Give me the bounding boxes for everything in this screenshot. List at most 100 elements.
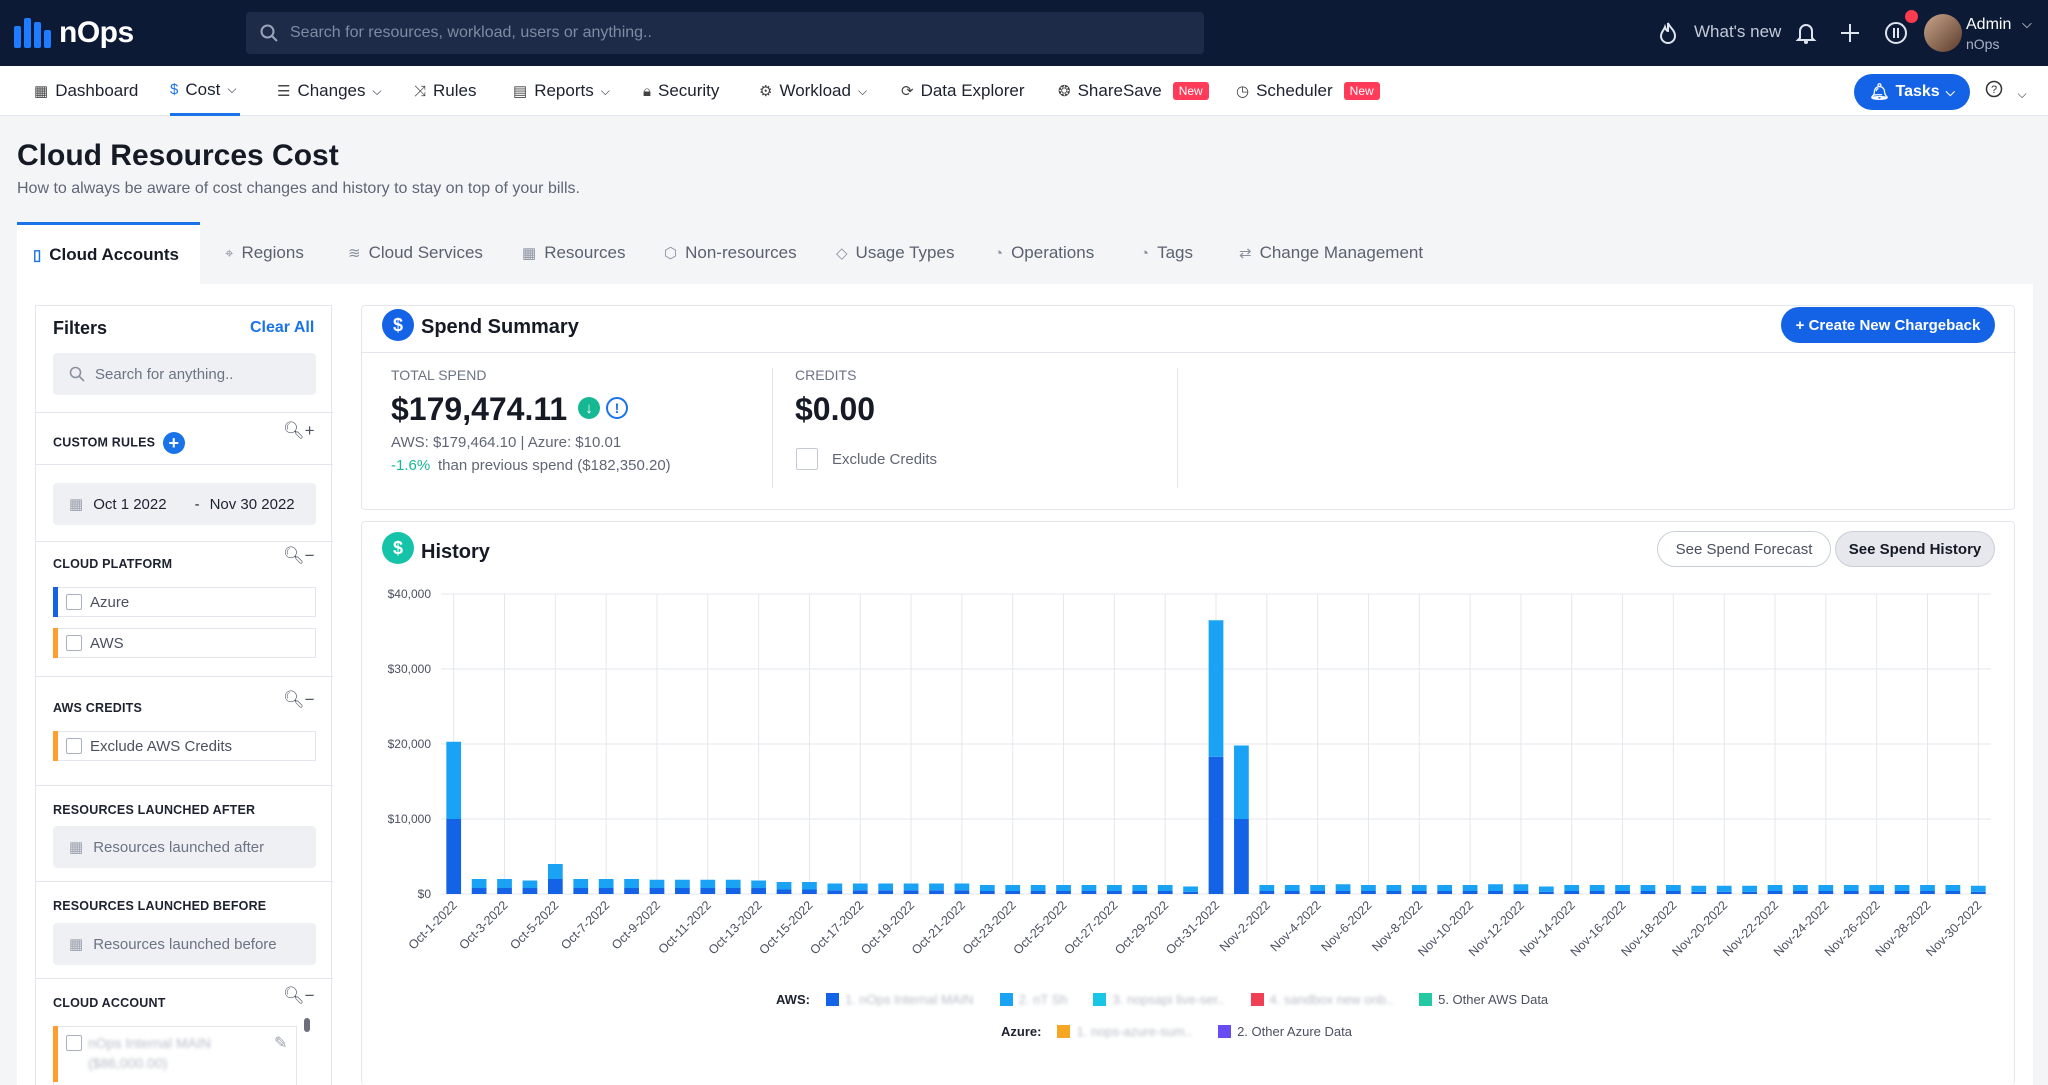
bar-segment-0 (725, 888, 741, 894)
tab-regions[interactable]: ⌖ Regions (209, 222, 320, 284)
nav-reports[interactable]: ▤ Reports ⌵ (513, 66, 610, 116)
history-title: History (421, 541, 490, 563)
bar-segment-0 (1081, 891, 1097, 894)
whats-new-link[interactable]: What's new (1694, 22, 1782, 41)
nav-label: Data Explorer (920, 81, 1025, 100)
exclude-credits-label: Exclude Credits (832, 451, 938, 468)
nav-workload[interactable]: ⚙ Workload ⌵ (759, 66, 867, 116)
platform-azure-checkbox[interactable]: Azure (53, 587, 316, 617)
tab-cloud-accounts[interactable]: ▯ Cloud Accounts (17, 222, 200, 284)
flame-icon[interactable] (1652, 17, 1684, 49)
checkbox[interactable] (66, 1035, 82, 1051)
bar-segment-0 (1437, 891, 1453, 894)
zoom-out-icon[interactable]: 🔍︎− (283, 546, 315, 565)
bar-segment-0 (573, 888, 589, 894)
tab-label: Usage Types (855, 243, 955, 262)
tab-cloud-services[interactable]: ≋ Cloud Services (332, 222, 499, 284)
plus-icon[interactable] (1834, 17, 1866, 49)
tasks-button[interactable]: 🔔︎ Tasks ⌵ (1854, 74, 1970, 110)
nav-label: Cost (185, 79, 221, 99)
bar-segment-1 (1793, 885, 1808, 891)
legend-item[interactable]: 2. nT Sh (999, 992, 1067, 1007)
avatar[interactable] (1924, 14, 1962, 52)
aws-legend-items: 1. nOps Internal MAIN 2. nT Sh 3. nopsapi … (825, 992, 1574, 1007)
legend-item[interactable]: 4. sandbox new onb.. (1250, 992, 1393, 1007)
date-range-picker[interactable]: ▦ Oct 1 2022 - Nov 30 2022 (53, 483, 316, 525)
bar-segment-1 (1970, 885, 1986, 892)
bell-icon[interactable] (1790, 17, 1822, 49)
x-tick-label: Oct-21-2022 (909, 898, 968, 957)
shuffle-icon: ⤨ (414, 82, 427, 100)
filter-search[interactable]: Search for anything.. (53, 353, 316, 395)
tab-operations[interactable]: ◔ Operations (978, 222, 1110, 284)
zoom-in-icon[interactable]: 🔍︎+ (283, 421, 315, 440)
location-pin-icon: ⌖ (225, 244, 234, 262)
y-tick-label: $30,000 (388, 662, 432, 676)
global-search[interactable] (246, 12, 1204, 54)
x-tick-label: Oct-7-2022 (558, 898, 612, 952)
exclude-aws-credits-checkbox[interactable]: Exclude AWS Credits (53, 731, 316, 761)
launched-before-input[interactable]: ▦ Resources launched before (53, 923, 316, 965)
platform-aws-checkbox[interactable]: AWS (53, 628, 316, 658)
legend-item[interactable]: 5. Other AWS Data (1419, 992, 1548, 1007)
help-icon[interactable]: ? ⌵ (1985, 80, 2027, 103)
nav-cost[interactable]: $ Cost ⌵ (170, 66, 241, 116)
bar-segment-0 (471, 888, 487, 894)
zoom-out-icon[interactable]: 🔍︎− (283, 986, 315, 1005)
bar-segment-1 (1538, 886, 1554, 892)
scrollbar[interactable] (304, 1018, 310, 1032)
nav-security[interactable]: 🔒︎ Security (643, 66, 719, 116)
nops-logo[interactable]: nOps (14, 14, 134, 52)
nav-rules[interactable]: ⤨ Rules (414, 66, 476, 116)
bar-segment-0 (802, 889, 817, 894)
clear-all-link[interactable]: Clear All (250, 319, 315, 336)
search-icon (69, 366, 85, 382)
info-icon[interactable] (1880, 17, 1912, 49)
see-spend-forecast-button[interactable]: See Spend Forecast (1657, 531, 1831, 567)
bar-segment-1 (1132, 885, 1148, 891)
date-separator: - (194, 495, 200, 513)
admin-name[interactable]: Admin (1966, 16, 2012, 33)
nav-scheduler[interactable]: ◷ Scheduler New (1236, 66, 1380, 116)
create-chargeback-button[interactable]: + Create New Chargeback (1781, 307, 1995, 343)
nav-dashboard[interactable]: ▦ Dashboard (34, 66, 138, 116)
cloud-account-item[interactable]: nOps Internal MAIN ($86,000.00) ✎ (53, 1026, 297, 1085)
nav-label: Workload (779, 81, 851, 100)
tab-change-management[interactable]: ⇄ Change Management (1223, 222, 1439, 284)
bar-segment-0 (1056, 891, 1071, 894)
bar-segment-0 (1869, 891, 1885, 894)
x-tick-label: Nov-2-2022 (1217, 898, 1273, 954)
legend-item[interactable]: 1. nops-azure-sum.. (1057, 1024, 1192, 1039)
edit-icon[interactable]: ✎ (274, 1035, 288, 1052)
zoom-out-icon[interactable]: 🔍︎− (283, 690, 315, 709)
page-subtitle: How to always be aware of cost changes a… (17, 180, 580, 197)
legend-item[interactable]: 1. nOps Internal MAIN (825, 992, 974, 1007)
legend-item[interactable]: 2. Other Azure Data (1218, 1024, 1352, 1039)
tab-non-resources[interactable]: ⬡ Non-resources (648, 222, 813, 284)
x-tick-label: Oct-27-2022 (1061, 898, 1120, 957)
tab-tags[interactable]: ◔ Tags (1124, 222, 1209, 284)
checkbox[interactable] (66, 635, 82, 651)
legend-item[interactable]: 3. nopsapi live-ser.. (1093, 992, 1225, 1007)
tab-label: Regions (241, 243, 304, 262)
tab-resources[interactable]: ▦ Resources (506, 222, 641, 284)
nav-data-explorer[interactable]: ⟳ Data Explorer (901, 66, 1025, 116)
x-axis: Oct-1-2022Oct-3-2022Oct-5-2022Oct-7-2022… (406, 898, 1985, 959)
bar-segment-1 (1386, 885, 1402, 891)
alert-icon[interactable]: ! (606, 397, 628, 419)
chevron-down-icon[interactable]: ⌵ (2022, 16, 2032, 31)
exclude-credits-checkbox[interactable] (796, 448, 818, 470)
add-custom-rule-icon[interactable]: + (162, 432, 185, 454)
tab-usage-types[interactable]: ◇ Usage Types (820, 222, 970, 284)
nav-changes[interactable]: ☰ Changes ⌵ (277, 66, 382, 116)
launched-after-input[interactable]: ▦ Resources launched after (53, 826, 316, 868)
global-search-input[interactable] (290, 24, 1170, 42)
checkbox[interactable] (66, 738, 82, 754)
see-spend-history-button[interactable]: See Spend History (1835, 531, 1995, 567)
bar-segment-0 (954, 890, 970, 894)
nav-sharesave[interactable]: ❂ ShareSave New (1058, 66, 1209, 116)
bar-segment-1 (497, 879, 512, 888)
checkbox[interactable] (66, 594, 82, 610)
credits-label: CREDITS (795, 367, 857, 383)
legend-swatch (1057, 1025, 1071, 1038)
